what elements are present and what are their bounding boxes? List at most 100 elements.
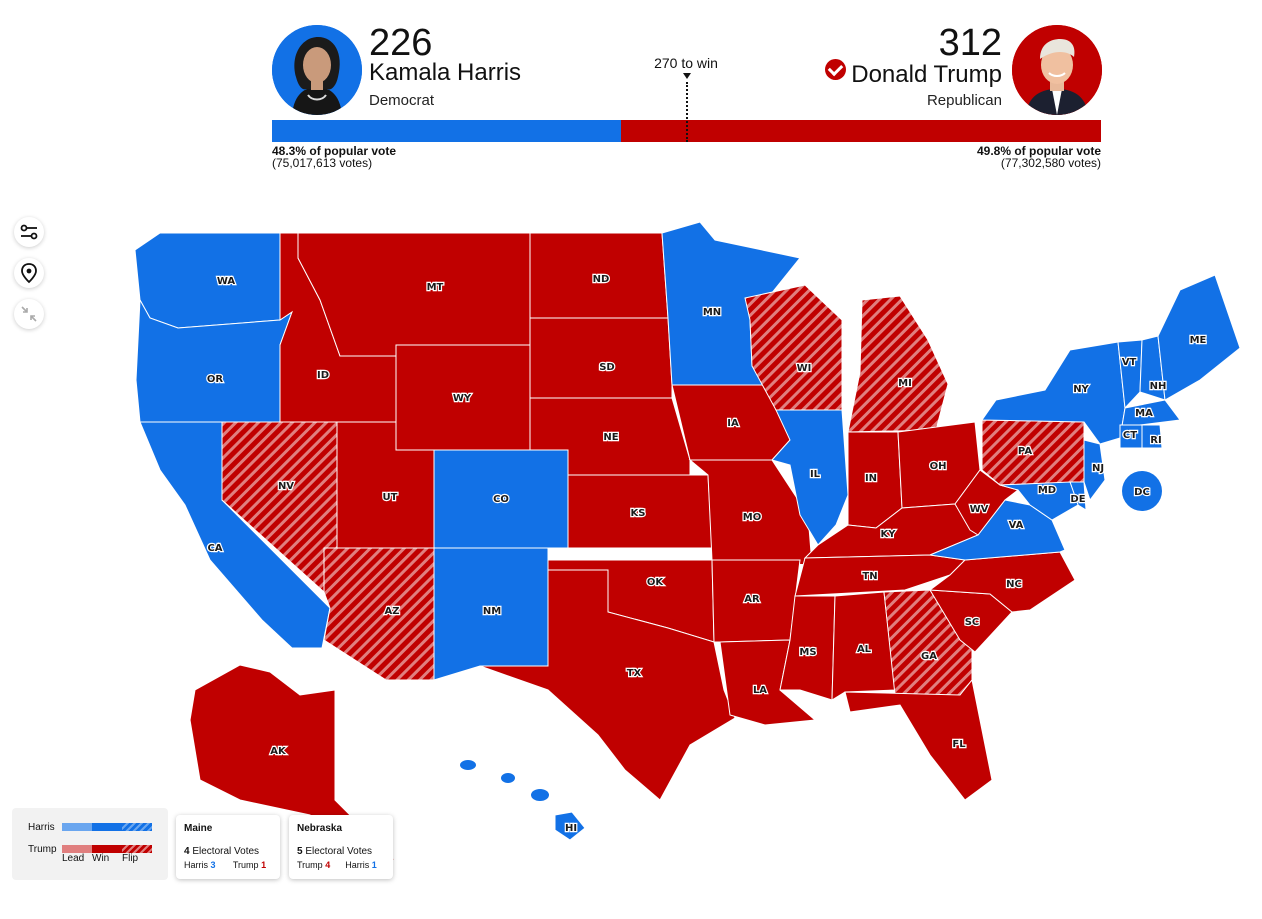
state-label-co: CO [493, 494, 509, 505]
maine-split-card[interactable]: Maine 4 Electoral Votes Harris 3 Trump 1 [176, 815, 280, 879]
state-fl[interactable] [844, 678, 993, 801]
state-label-pa: PA [1018, 446, 1032, 457]
state-label-nc: NC [1006, 579, 1022, 590]
state-ak[interactable] [189, 664, 397, 861]
maine-breakdown: Harris 3 Trump 1 [184, 860, 267, 870]
state-label-hi: HI [565, 823, 577, 834]
trump-popular-pct: 49.8% of popular vote [976, 144, 1101, 158]
legend-lead-caption: Lead [62, 853, 85, 864]
state-label-ma: MA [1135, 408, 1153, 419]
location-button[interactable] [14, 258, 44, 288]
to-win-label: 270 to win [654, 55, 718, 71]
state-label-ok: OK [647, 577, 665, 588]
state-label-mn: MN [703, 307, 721, 318]
state-label-ms: MS [799, 647, 816, 658]
legend-trump-lead [62, 845, 92, 853]
state-mi[interactable] [847, 295, 949, 433]
collapse-arrows-icon [21, 306, 37, 322]
state-label-mi: MI [898, 378, 912, 389]
state-label-dc: DC [1134, 487, 1150, 498]
hawaii-island-1 [460, 760, 476, 770]
state-ri[interactable] [1141, 424, 1163, 449]
state-label-ca: CA [207, 543, 222, 554]
legend-win-caption: Win [92, 853, 110, 864]
state-label-nj: NJ [1092, 463, 1104, 474]
state-label-il: IL [810, 469, 821, 480]
maine-votes: 4 Electoral Votes [184, 846, 260, 857]
state-label-oh: OH [930, 461, 947, 472]
collapse-button[interactable] [14, 299, 44, 329]
state-md[interactable] [999, 481, 1079, 521]
state-label-ri: RI [1150, 435, 1161, 446]
state-al[interactable] [831, 591, 896, 701]
legend-flip-caption: Flip [122, 853, 139, 864]
state-label-vt: VT [1122, 357, 1137, 368]
state-label-ks: KS [631, 508, 646, 519]
filter-toggle-icon [20, 224, 38, 240]
filter-toggle-button[interactable] [14, 217, 44, 247]
legend-harris-win [92, 823, 122, 831]
state-label-wy: WY [453, 393, 472, 404]
state-label-wv: WV [970, 504, 989, 515]
state-label-or: OR [207, 374, 224, 385]
harris-party: Democrat [369, 92, 435, 109]
map-legend: Harris Trump Lead Win Flip [12, 808, 168, 880]
nebraska-breakdown: Trump 4 Harris 1 [297, 860, 377, 870]
state-pa[interactable] [981, 419, 1085, 486]
state-wa[interactable] [134, 232, 281, 329]
state-label-ny: NY [1073, 384, 1089, 395]
state-label-tn: TN [862, 571, 877, 582]
legend-harris-label: Harris [28, 822, 55, 833]
state-nj[interactable] [1083, 439, 1106, 502]
harris-portrait [272, 25, 362, 115]
to-win-arrow-icon [683, 73, 691, 79]
state-label-tx: TX [627, 668, 642, 679]
state-label-de: DE [1070, 494, 1085, 505]
state-label-al: AL [857, 644, 872, 655]
hawaii-island-3 [531, 789, 549, 801]
state-label-mo: MO [743, 512, 761, 523]
nebraska-split-card[interactable]: Nebraska 5 Electoral Votes Trump 4 Harri… [289, 815, 393, 879]
harris-bar-segment [272, 120, 621, 142]
state-label-id: ID [317, 370, 329, 381]
harris-electoral-votes: 226 [369, 22, 433, 64]
harris-popular-vote: 48.3% of popular vote (75,017,613 votes) [272, 145, 396, 169]
state-dc[interactable] [1122, 471, 1162, 511]
state-label-mt: MT [427, 282, 444, 293]
trump-popular-vote: 49.8% of popular vote (77,302,580 votes) [977, 145, 1101, 169]
state-label-ak: AK [270, 746, 287, 757]
state-label-ct: CT [1123, 430, 1137, 441]
trump-portrait [1012, 25, 1102, 115]
state-label-nm: NM [483, 606, 501, 617]
state-label-wi: WI [797, 363, 812, 374]
legend-trump-flip [122, 845, 152, 853]
state-wv[interactable] [954, 469, 1020, 536]
state-label-ut: UT [383, 492, 398, 503]
state-label-nh: NH [1150, 381, 1167, 392]
nebraska-votes: 5 Electoral Votes [297, 846, 373, 857]
harris-popular-pct: 48.3% of popular vote [272, 144, 397, 158]
state-label-nv: NV [278, 481, 294, 492]
legend-harris-lead [62, 823, 92, 831]
state-label-nd: ND [593, 274, 610, 285]
state-hi[interactable] [554, 811, 586, 841]
state-tx[interactable] [479, 569, 736, 801]
state-az[interactable] [323, 547, 435, 681]
legend-trump-label: Trump [28, 844, 57, 855]
trump-electoral-votes: 312 [938, 22, 1002, 64]
hawaii-island-2 [501, 773, 515, 783]
state-label-sd: SD [599, 362, 615, 373]
state-label-ar: AR [744, 594, 760, 605]
state-label-az: AZ [385, 606, 400, 617]
state-sd[interactable] [529, 317, 673, 399]
trump-name: Donald Trump [851, 61, 1002, 88]
trump-name-row: Donald Trump [825, 59, 1002, 89]
state-label-wa: WA [217, 276, 236, 287]
state-label-ky: KY [881, 529, 897, 540]
state-il[interactable] [771, 409, 849, 546]
trump-party: Republican [926, 92, 1002, 109]
state-label-la: LA [753, 685, 767, 696]
state-label-ia: IA [727, 418, 739, 429]
state-label-md: MD [1038, 485, 1056, 496]
